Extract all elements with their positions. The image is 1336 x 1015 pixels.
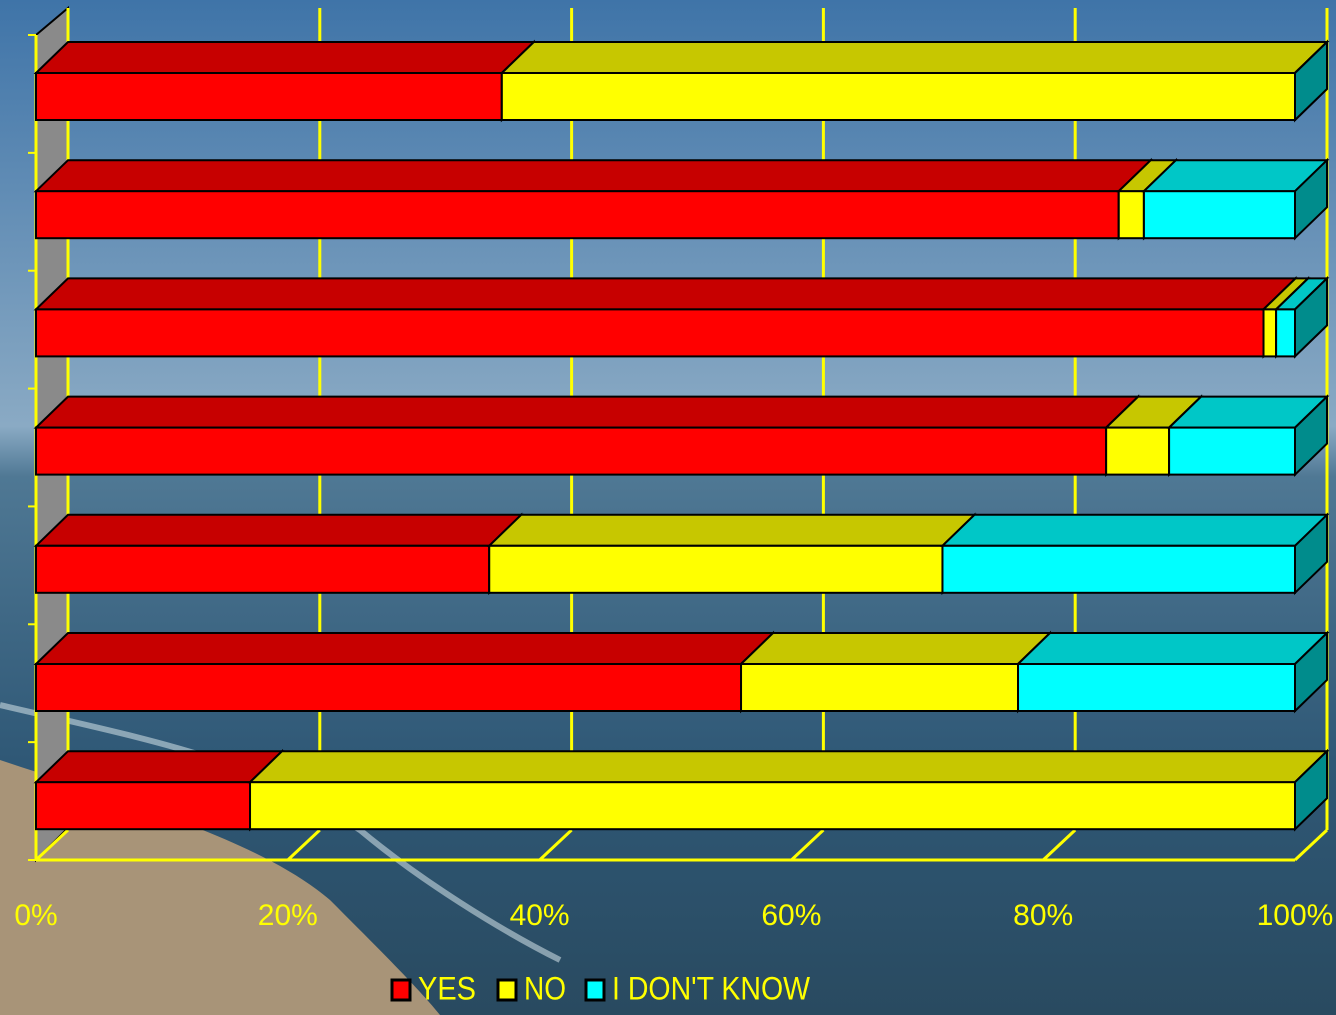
bar-side xyxy=(1294,512,1328,596)
floor-grid-line xyxy=(1042,828,1077,862)
bar xyxy=(1275,308,1296,358)
bar xyxy=(35,663,743,712)
legend-swatch xyxy=(584,978,606,1002)
bar-top xyxy=(33,41,537,74)
floor-grid-line xyxy=(286,828,321,862)
legend-label: NO xyxy=(524,970,566,1006)
legend-swatch xyxy=(390,978,412,1002)
floor-grid-line xyxy=(790,828,825,862)
bar-top xyxy=(33,750,285,784)
bar xyxy=(1117,190,1145,240)
x-tick-label: 40% xyxy=(510,899,570,932)
bar xyxy=(1017,663,1297,712)
x-tick-label: 60% xyxy=(761,899,821,932)
bar-top xyxy=(499,41,1330,74)
bar-top xyxy=(33,395,1141,429)
bar xyxy=(249,781,1296,831)
bar-top xyxy=(940,513,1330,547)
bar xyxy=(35,781,252,831)
bar-top xyxy=(247,750,1330,784)
bar-top xyxy=(738,632,1053,665)
bar xyxy=(500,72,1296,121)
floor-grid-line xyxy=(538,828,573,862)
bar xyxy=(488,544,944,594)
bar-top xyxy=(1015,632,1330,665)
x-tick-label: 0% xyxy=(14,899,57,932)
bar-side xyxy=(1294,630,1328,714)
bar xyxy=(1262,308,1278,358)
bar-top xyxy=(33,277,1298,311)
x-tick-label: 100% xyxy=(1257,899,1334,932)
bar-side xyxy=(1294,748,1328,832)
bar xyxy=(35,190,1120,240)
bar xyxy=(35,426,1108,476)
bar xyxy=(35,72,503,121)
bar xyxy=(35,544,491,594)
bar-side xyxy=(1294,39,1328,123)
bar-top xyxy=(486,513,977,547)
floor-grid-line xyxy=(34,828,70,862)
bar xyxy=(941,544,1296,594)
x-tick-label: 80% xyxy=(1013,899,1073,932)
bar-side xyxy=(1294,394,1328,477)
bar-top xyxy=(33,513,524,547)
bar xyxy=(740,663,1020,712)
bar-side xyxy=(1294,157,1328,241)
legend-swatch xyxy=(496,978,518,1002)
bar xyxy=(1142,190,1297,240)
legend-label: YES xyxy=(418,970,476,1006)
bar-side xyxy=(1294,276,1328,359)
bar xyxy=(35,308,1265,358)
bar-top xyxy=(33,632,776,665)
floor-grid-line xyxy=(1293,828,1329,862)
bar-top xyxy=(33,159,1154,193)
bar xyxy=(1105,426,1171,476)
legend-label: I DON'T KNOW xyxy=(612,970,811,1006)
bar xyxy=(1168,426,1296,476)
x-tick-label: 20% xyxy=(258,899,318,932)
